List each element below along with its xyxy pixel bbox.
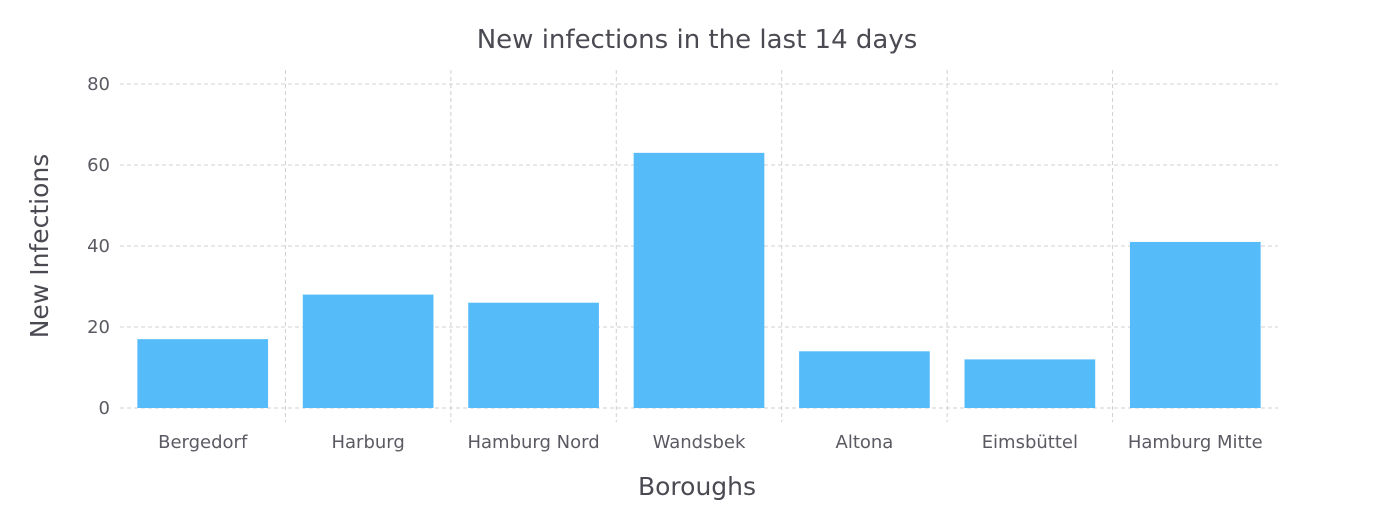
y-tick-label: 0 [99, 398, 110, 419]
bar-hamburg-mitte [1129, 241, 1261, 408]
x-axis-label: Boroughs [638, 472, 756, 501]
y-axis-label: New Infections [25, 154, 54, 339]
x-tick-label: Hamburg Mitte [1128, 432, 1263, 453]
x-tick-label: Wandsbek [653, 432, 746, 453]
bars [137, 152, 1261, 408]
bar-harburg [302, 294, 434, 408]
bar-bergedorf [137, 339, 269, 408]
x-tick-label: Harburg [331, 432, 404, 453]
y-tick-label: 20 [87, 317, 110, 338]
x-tick-label: Bergedorf [158, 432, 248, 453]
bar-wandsbek [633, 152, 765, 408]
bar-eimsbüttel [964, 359, 1096, 408]
bar-altona [799, 351, 930, 408]
y-tick-label: 80 [87, 74, 110, 95]
x-tick-label: Eimsbüttel [982, 432, 1078, 453]
y-tick-label: 60 [87, 155, 110, 176]
y-tick-label: 40 [87, 236, 110, 257]
x-tick-label: Hamburg Nord [467, 432, 599, 453]
chart-title: New infections in the last 14 days [477, 25, 918, 55]
y-axis-ticks: 0 20 40 60 80 [87, 74, 110, 419]
x-tick-label: Altona [836, 432, 894, 453]
bar-hamburg-nord [468, 302, 599, 408]
x-axis-ticks: Bergedorf Harburg Hamburg Nord Wandsbek Alto… [158, 432, 1263, 453]
